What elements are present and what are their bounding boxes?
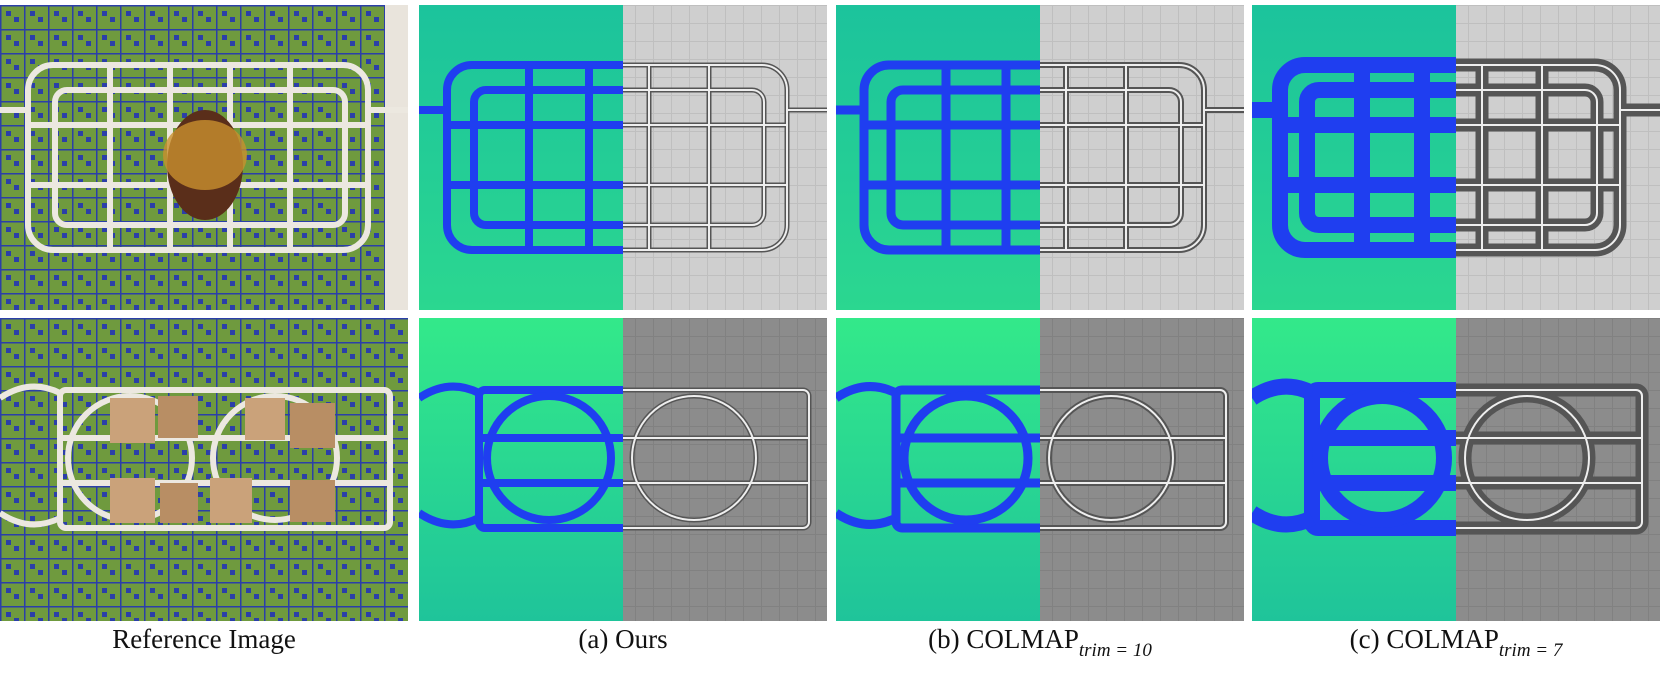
caption: (a) Ours (578, 624, 667, 654)
caption-subscript: trim = 10 (1079, 640, 1152, 661)
caption-subscript: trim = 7 (1499, 640, 1564, 661)
normal-texture (623, 5, 827, 310)
depth-normal-panel (1252, 5, 1660, 310)
normal-texture (1040, 5, 1244, 310)
caption: Reference Image (112, 624, 296, 654)
depth-normal-panel (836, 318, 1244, 621)
caption-main: (c) COLMAP (1350, 624, 1499, 654)
depth-half (836, 318, 1040, 621)
depth-half (419, 318, 623, 621)
depth-normal-panel (836, 5, 1244, 310)
depth-half (1252, 318, 1456, 621)
depth-normal-panel (1252, 318, 1660, 621)
normal-texture (1040, 318, 1244, 621)
caption: (b) COLMAPtrim = 10 (928, 624, 1152, 661)
caption-main: (b) COLMAP (928, 624, 1079, 654)
normal-texture (1456, 318, 1660, 621)
depth-normal-panel (419, 318, 827, 621)
caption: (c) COLMAPtrim = 7 (1350, 624, 1564, 661)
reference-bottom (0, 318, 408, 621)
depth-normal-panel (419, 5, 827, 310)
reference-top (0, 5, 408, 310)
normal-texture (623, 318, 827, 621)
